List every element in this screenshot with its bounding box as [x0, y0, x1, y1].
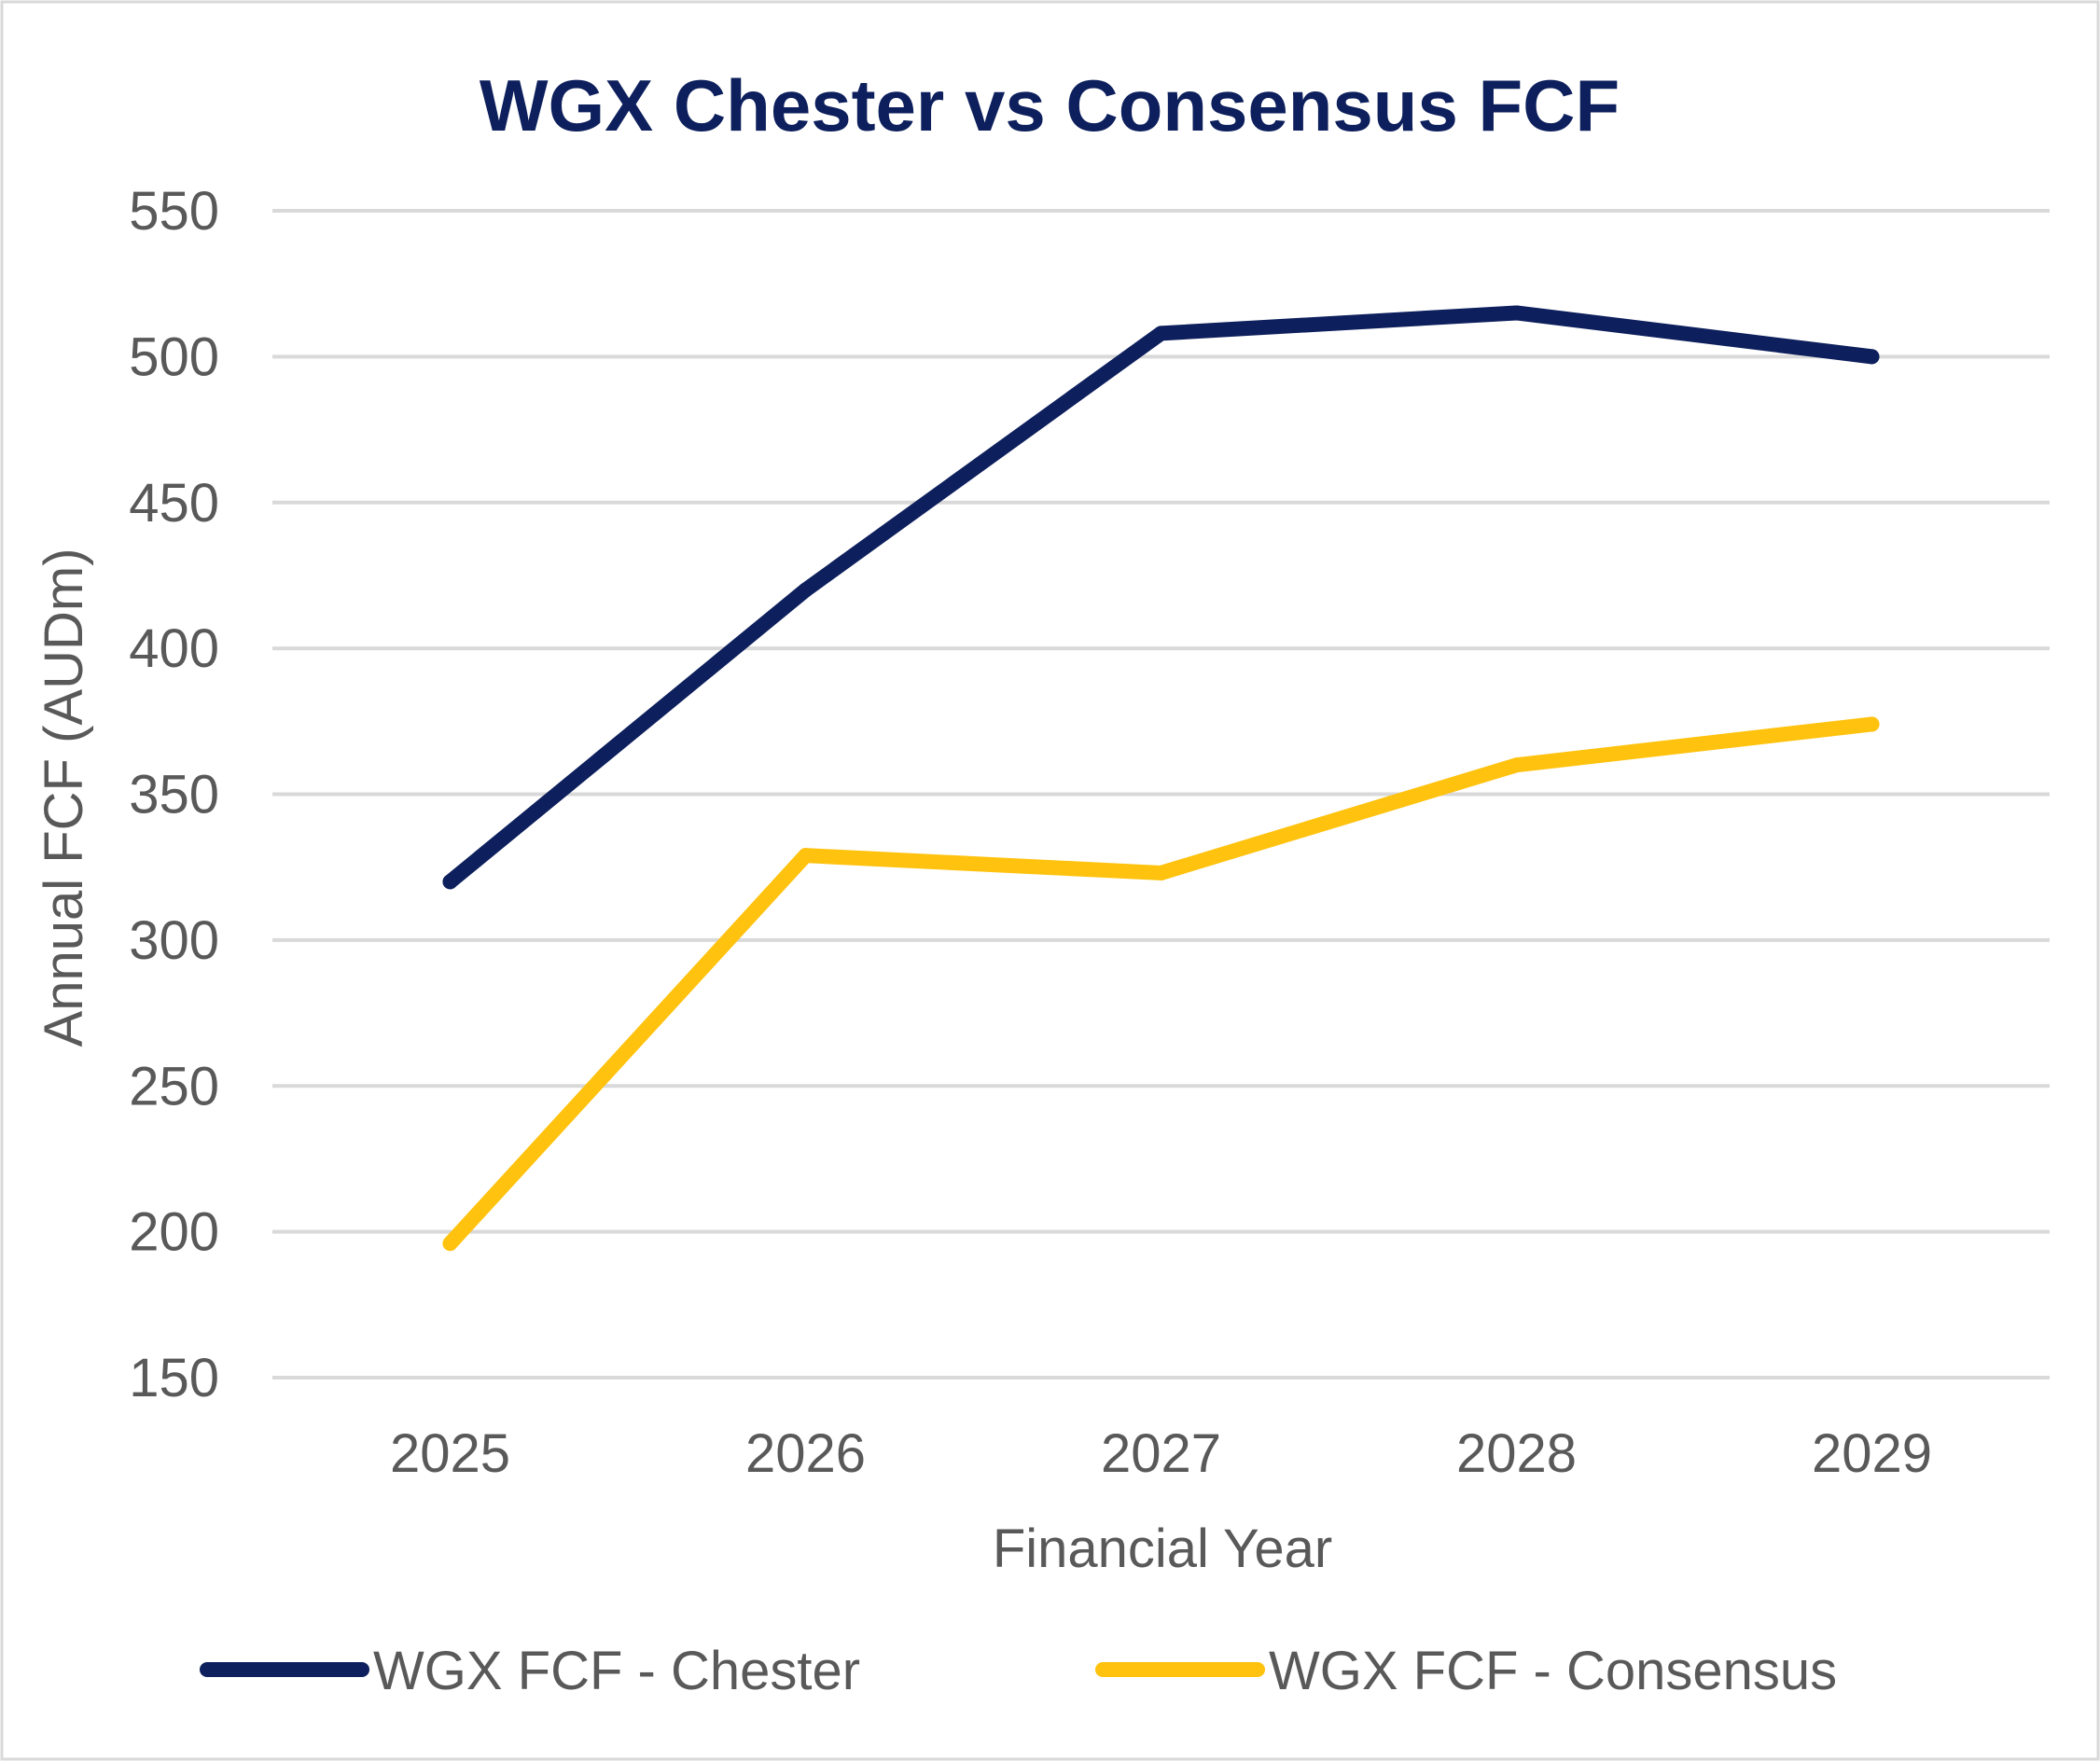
y-tick-label: 200	[129, 1202, 219, 1263]
y-tick-label: 150	[129, 1348, 219, 1408]
legend: WGX FCF - Chester WGX FCF - Consensus	[200, 1641, 1837, 1701]
y-tick-label: 350	[129, 765, 219, 825]
data-point	[442, 874, 458, 890]
chart-title: WGX Chester vs Consensus FCF	[480, 64, 1620, 146]
x-tick-label: 2027	[1101, 1423, 1221, 1484]
y-axis-label: Annual FCF (AUDm)	[34, 548, 94, 1047]
gridlines	[272, 209, 2050, 1380]
legend-label-chester: WGX FCF - Chester	[373, 1641, 860, 1701]
data-point	[1153, 865, 1169, 880]
data-point	[1864, 349, 1880, 365]
data-point	[1509, 757, 1524, 773]
x-axis-label: Financial Year	[993, 1518, 1332, 1579]
data-point	[1153, 326, 1169, 341]
legend-label-consensus: WGX FCF - Consensus	[1269, 1641, 1837, 1701]
data-point	[1509, 305, 1524, 321]
y-tick-label: 550	[129, 181, 219, 242]
series-lines	[442, 305, 1880, 1252]
data-point	[1864, 716, 1880, 732]
x-tick-label: 2025	[390, 1423, 510, 1484]
y-tick-label: 250	[129, 1056, 219, 1116]
x-tick-label: 2029	[1812, 1423, 1932, 1484]
y-tick-label: 300	[129, 910, 219, 971]
data-point	[798, 848, 814, 864]
x-tick-label: 2026	[745, 1423, 866, 1484]
x-tick-label: 2028	[1456, 1423, 1577, 1484]
y-tick-label: 450	[129, 473, 219, 534]
legend-item-chester: WGX FCF - Chester	[200, 1641, 860, 1701]
x-axis-ticks: 2025 2026 2027 2028 2029	[390, 1423, 1932, 1484]
y-tick-label: 400	[129, 618, 219, 679]
data-point	[442, 1236, 458, 1252]
y-axis-ticks: 150 200 250 300 350 400 450 500 550	[129, 181, 219, 1408]
y-tick-label: 500	[129, 326, 219, 387]
legend-item-consensus: WGX FCF - Consensus	[1095, 1641, 1837, 1701]
data-point	[798, 582, 814, 598]
